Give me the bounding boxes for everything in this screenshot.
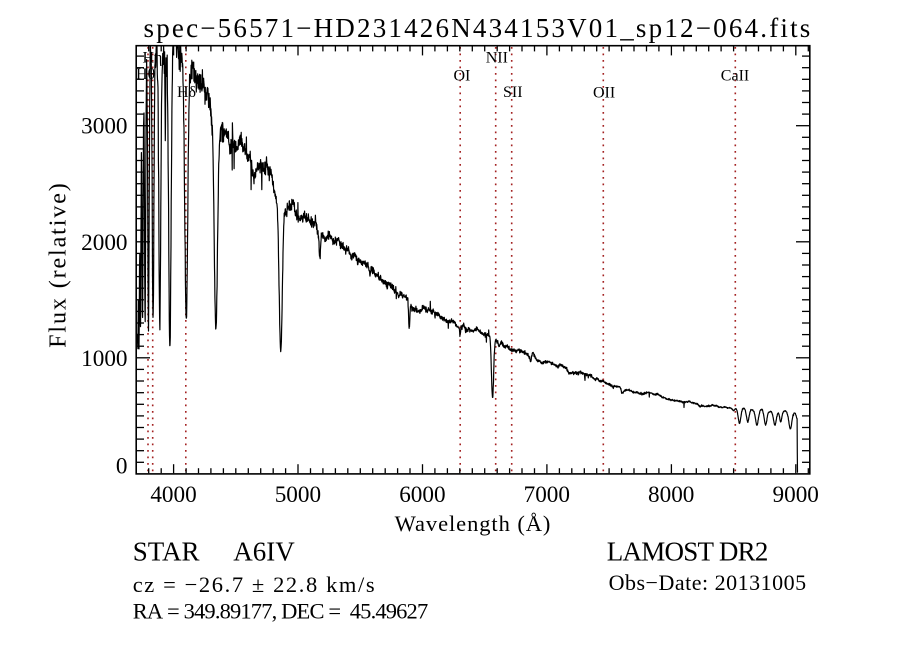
svg-text:Flux (relative): Flux (relative)	[46, 181, 72, 347]
svg-text:0: 0	[116, 453, 128, 479]
svg-text:OII: OII	[593, 85, 615, 102]
svg-text:2000: 2000	[81, 230, 127, 256]
svg-text:1000: 1000	[81, 346, 127, 372]
svg-text:3000: 3000	[81, 113, 127, 139]
svg-text:spec−56571−HD231426N434153V01_: spec−56571−HD231426N434153V01_sp12−064.f…	[143, 13, 812, 43]
svg-text:SII: SII	[503, 84, 523, 101]
svg-text:9000: 9000	[773, 482, 819, 508]
svg-text:Hη: Hη	[143, 50, 163, 67]
svg-text:NII: NII	[486, 50, 508, 67]
svg-text:Hθ: Hθ	[136, 66, 155, 83]
svg-text:4000: 4000	[150, 482, 196, 508]
svg-text:STAR A6IV: STAR A6IV	[133, 536, 296, 566]
svg-text:7000: 7000	[524, 482, 570, 508]
svg-text:CaII: CaII	[721, 68, 749, 85]
svg-text:Obs−Date: 20131005: Obs−Date: 20131005	[609, 570, 807, 595]
svg-text:OI: OI	[454, 68, 471, 85]
svg-text:Hδ: Hδ	[177, 84, 196, 101]
svg-text:LAMOST DR2: LAMOST DR2	[607, 536, 768, 566]
svg-text:Wavelength (Å): Wavelength (Å)	[395, 511, 552, 536]
svg-text:5000: 5000	[275, 482, 321, 508]
svg-text:6000: 6000	[399, 482, 445, 508]
svg-text:RA = 349.89177, DEC = 45.4962: RA = 349.89177, DEC = 45.49627	[133, 599, 428, 624]
svg-text:8000: 8000	[648, 482, 694, 508]
svg-text:cz = −26.7 ± 22.8 km/s: cz = −26.7 ± 22.8 km/s	[133, 572, 377, 597]
